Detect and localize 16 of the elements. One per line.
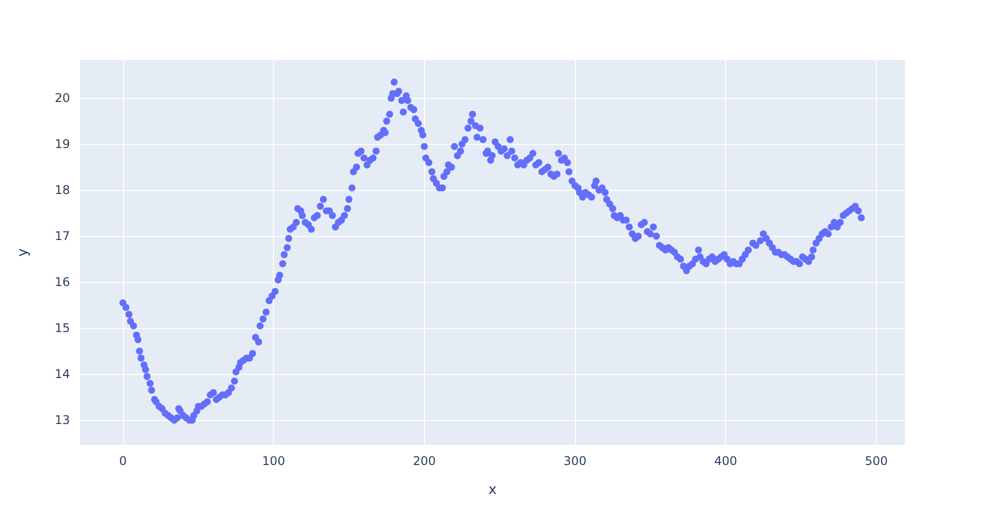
y-tick-label: 18	[54, 183, 70, 198]
y-tick-label: 14	[54, 367, 70, 382]
x-tick-label: 0	[119, 454, 127, 468]
x-tick-label: 300	[564, 454, 586, 468]
x-axis-title: x	[488, 482, 497, 498]
y-tick-label: 20	[54, 91, 70, 106]
x-tick-label: 100	[262, 454, 286, 468]
y-tick-label: 13	[54, 413, 70, 428]
y-tick-label: 17	[54, 229, 70, 244]
x-tick-label: 500	[864, 454, 888, 468]
y-tick-label: 15	[54, 321, 70, 336]
x-tick-label: 200	[412, 454, 436, 468]
y-axis-title: y	[15, 248, 31, 257]
x-tick-label: 400	[714, 454, 738, 468]
y-tick-label: 16	[54, 275, 70, 290]
y-tick-label: 19	[54, 137, 70, 152]
